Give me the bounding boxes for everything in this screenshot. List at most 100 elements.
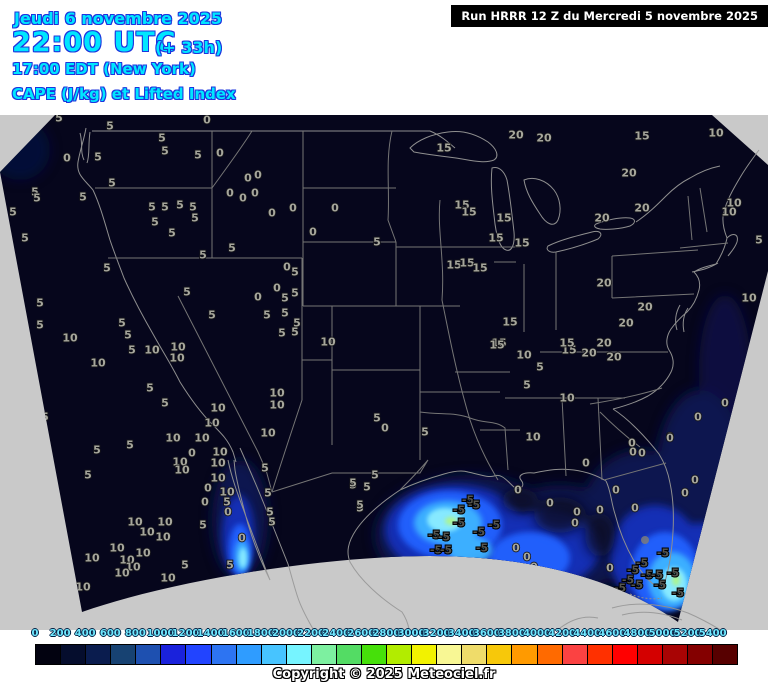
li-point: 10 (525, 431, 541, 444)
li-point: -5 (622, 574, 634, 587)
li-point: 0 (546, 497, 554, 510)
li-point: -5 (473, 526, 485, 539)
colorbar (35, 644, 738, 665)
li-point: 5 (84, 469, 92, 482)
colorbar-cell (512, 645, 538, 664)
li-point: 20 (618, 317, 634, 330)
li-point: 5 (523, 379, 531, 392)
li-point: 5 (93, 444, 101, 457)
li-point: 10 (84, 552, 100, 565)
colorbar-tick: 0 (31, 628, 39, 639)
li-point: 5 (151, 216, 159, 229)
copyright-text: Copyright © 2025 Meteociel.fr (272, 667, 496, 682)
li-point: 5 (293, 317, 301, 330)
li-point: 20 (508, 129, 524, 142)
colorbar-tick: 2000 (272, 628, 300, 639)
colorbar-tick: 3200 (422, 628, 451, 639)
li-point: 10 (127, 516, 143, 529)
colorbar-cell (311, 645, 337, 664)
li-point: 0 (666, 431, 674, 444)
valid-date: Jeudi 6 novembre 2025 (14, 9, 223, 28)
li-point: 10 (139, 526, 155, 539)
li-point: 15 (489, 339, 504, 352)
li-point: 5 (263, 309, 271, 322)
li-point: 0 (239, 192, 247, 205)
li-point: 5 (291, 287, 299, 300)
colorbar-tick: 4800 (623, 628, 652, 639)
li-point: 0 (514, 484, 522, 497)
colorbar-tick: 2200 (297, 628, 326, 639)
li-point: 15 (461, 206, 476, 219)
run-label: Run HRRR 12 Z du Mercredi 5 novembre 202… (461, 9, 758, 23)
li-point: -5 (476, 542, 488, 555)
colorbar-tick: 3000 (397, 628, 426, 639)
li-point: 5 (208, 309, 216, 322)
li-point: -5 (631, 579, 643, 592)
li-point: 0 (571, 517, 579, 530)
li-point: 0 (226, 187, 234, 200)
li-point: 10 (174, 464, 190, 477)
li-point: 5 (291, 266, 299, 279)
li-point: 5 (421, 426, 429, 439)
li-point: 10 (125, 561, 141, 574)
li-point: 5 (373, 412, 381, 425)
li-point: 15 (561, 344, 576, 357)
li-point: 20 (594, 212, 610, 225)
li-point: 5 (148, 201, 156, 214)
li-point: 10 (212, 446, 228, 459)
li-point: 5 (356, 502, 364, 515)
colorbar-tick: 200 (49, 628, 71, 639)
li-point: 0 (523, 551, 531, 564)
colorbar-cell (437, 645, 463, 664)
li-point: -5 (488, 519, 500, 532)
colorbar-tick: 5400 (698, 628, 727, 639)
colorbar-tick: 5000 (648, 628, 677, 639)
li-point: 5 (106, 120, 114, 133)
li-point: 15 (454, 199, 469, 212)
li-point: -5 (657, 547, 669, 560)
li-point: 0 (628, 437, 636, 450)
colorbar-cell (662, 645, 689, 664)
li-point: 5 (158, 132, 166, 145)
li-point: 10 (269, 387, 285, 400)
li-point: 10 (90, 357, 106, 370)
colorbar-cell (111, 645, 137, 664)
li-point: -5 (636, 557, 648, 570)
li-point: 5 (199, 519, 207, 532)
colorbar-cell (562, 645, 588, 664)
li-point: 5 (189, 201, 197, 214)
colorbar-cell (612, 645, 638, 664)
li-point: 5 (183, 286, 191, 299)
colorbar-cell (713, 645, 738, 664)
li-point: 5 (94, 151, 102, 164)
li-point: 0 (691, 474, 699, 487)
map-canvas[interactable]: 5500005555015202015100000055555555555500… (0, 115, 768, 630)
colorbar-tick: 2800 (372, 628, 401, 639)
colorbar-cell (587, 645, 613, 664)
li-point: 15 (491, 337, 506, 350)
li-point: 0 (381, 422, 389, 435)
li-point: 10 (119, 554, 135, 567)
colorbar-cell (637, 645, 663, 664)
li-point: 0 (629, 446, 637, 459)
li-point: 0 (268, 207, 276, 220)
li-point: 5 (168, 227, 176, 240)
li-point: 5 (278, 327, 286, 340)
li-point: 15 (459, 257, 474, 270)
li-point: 5 (373, 236, 381, 249)
li-point: 5 (103, 262, 111, 275)
li-point: 10 (204, 417, 220, 430)
li-point: 5 (228, 242, 236, 255)
li-point: 0 (666, 432, 674, 445)
colorbar-cell (412, 645, 438, 664)
li-point: 5 (266, 506, 274, 519)
li-point: 5 (755, 234, 763, 247)
li-point: 5 (349, 479, 357, 492)
colorbar-tick: 2600 (347, 628, 376, 639)
li-point: 10 (172, 456, 188, 469)
li-point: 15 (502, 316, 517, 329)
li-point: 0 (254, 291, 262, 304)
colorbar-cell (336, 645, 363, 664)
li-point: 15 (436, 142, 451, 155)
li-point: 10 (741, 292, 757, 305)
